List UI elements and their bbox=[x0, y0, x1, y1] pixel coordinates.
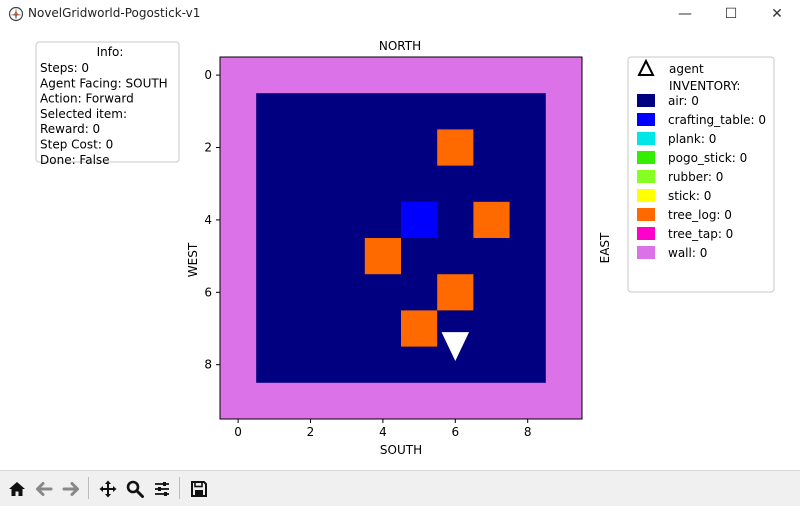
figure-canvas[interactable]: Info: Steps: 0 Agent Facing: SOUTH Action:… bbox=[0, 28, 800, 470]
legend-item-label: tree_tap: 0 bbox=[668, 227, 733, 241]
save-icon bbox=[191, 481, 207, 497]
tree-log-cell bbox=[401, 310, 438, 347]
title-bar: NovelGridworld-Pogostick-v1 — ☐ ✕ bbox=[0, 0, 800, 28]
home-button[interactable] bbox=[4, 476, 30, 502]
y-tick-label: 0 bbox=[204, 68, 212, 82]
pan-icon bbox=[99, 480, 117, 498]
info-title: Info: bbox=[97, 45, 124, 59]
toolbar-separator bbox=[179, 477, 180, 499]
legend-box: agent INVENTORY: air: 0 crafting_table: 0… bbox=[627, 56, 775, 293]
axis-ticks: 0 2 4 6 8 0 2 4 6 8 bbox=[204, 68, 531, 439]
window-title: NovelGridworld-Pogostick-v1 bbox=[28, 6, 201, 20]
legend-swatch bbox=[637, 151, 655, 164]
home-icon bbox=[9, 482, 25, 496]
legend-swatch bbox=[637, 227, 655, 240]
y-tick-label: 6 bbox=[204, 285, 212, 299]
minimize-icon: — bbox=[678, 6, 692, 22]
pan-button[interactable] bbox=[95, 476, 121, 502]
legend-swatch bbox=[637, 246, 655, 259]
navigation-toolbar bbox=[0, 470, 800, 506]
maximize-icon: ☐ bbox=[724, 6, 738, 22]
info-line: Done: False bbox=[40, 153, 110, 167]
x-tick-label: 0 bbox=[234, 425, 242, 439]
app-icon bbox=[8, 6, 24, 22]
zoom-icon bbox=[126, 480, 144, 498]
y-tick-label: 4 bbox=[204, 213, 212, 227]
legend-item-label: rubber: 0 bbox=[668, 170, 723, 184]
axis-title-south: SOUTH bbox=[380, 443, 422, 457]
forward-button[interactable] bbox=[58, 476, 84, 502]
axis-title-north: NORTH bbox=[379, 39, 421, 53]
legend-swatch bbox=[637, 113, 655, 126]
x-tick-label: 8 bbox=[524, 425, 532, 439]
legend-item-label: crafting_table: 0 bbox=[668, 113, 766, 127]
y-tick-label: 2 bbox=[204, 141, 212, 155]
configure-subplots-button[interactable] bbox=[149, 476, 175, 502]
configure-subplots-icon bbox=[155, 482, 169, 496]
legend-item-label: pogo_stick: 0 bbox=[668, 151, 747, 165]
save-button[interactable] bbox=[186, 476, 212, 502]
zoom-button[interactable] bbox=[122, 476, 148, 502]
crafting-table-cell bbox=[401, 201, 438, 238]
legend-swatch bbox=[637, 189, 655, 202]
x-tick-label: 2 bbox=[307, 425, 315, 439]
legend-swatch bbox=[637, 208, 655, 221]
legend-agent-label: agent bbox=[669, 62, 704, 76]
axis-title-west: WEST bbox=[186, 242, 200, 277]
agent-marker bbox=[441, 332, 470, 362]
legend-swatch bbox=[637, 94, 655, 107]
axis-title-east: EAST bbox=[598, 232, 612, 263]
tree-log-cell bbox=[437, 274, 474, 311]
info-line: Step Cost: 0 bbox=[40, 138, 113, 152]
legend-item-label: tree_log: 0 bbox=[668, 208, 732, 222]
tree-log-cell bbox=[473, 201, 510, 238]
minimize-button[interactable]: — bbox=[662, 0, 708, 28]
close-button[interactable]: ✕ bbox=[754, 0, 800, 28]
info-line: Action: Forward bbox=[40, 92, 134, 106]
maximize-button[interactable]: ☐ bbox=[708, 0, 754, 28]
tree-log-cell bbox=[364, 238, 401, 275]
info-line: Reward: 0 bbox=[40, 122, 100, 136]
legend-item-label: plank: 0 bbox=[668, 132, 716, 146]
close-icon: ✕ bbox=[771, 6, 783, 22]
back-button[interactable] bbox=[31, 476, 57, 502]
legend-inventory-header: INVENTORY: bbox=[669, 79, 740, 93]
legend-item-label: air: 0 bbox=[668, 94, 699, 108]
forward-arrow-icon bbox=[62, 482, 79, 496]
tree-log-cell bbox=[437, 129, 474, 166]
info-line: Selected item: bbox=[40, 107, 127, 121]
toolbar-separator bbox=[88, 477, 89, 499]
legend-swatch bbox=[637, 132, 655, 145]
plot-frame bbox=[219, 56, 583, 420]
x-tick-label: 6 bbox=[451, 425, 459, 439]
info-line: Steps: 0 bbox=[40, 61, 89, 75]
x-tick-label: 4 bbox=[379, 425, 387, 439]
legend-item-label: wall: 0 bbox=[668, 246, 707, 260]
back-arrow-icon bbox=[36, 482, 53, 496]
y-tick-label: 8 bbox=[204, 358, 212, 372]
legend-item-label: stick: 0 bbox=[668, 189, 711, 203]
gridworld bbox=[220, 57, 582, 419]
info-line: Agent Facing: SOUTH bbox=[40, 76, 168, 90]
agent-legend-icon bbox=[637, 58, 655, 76]
legend-swatch bbox=[637, 170, 655, 183]
